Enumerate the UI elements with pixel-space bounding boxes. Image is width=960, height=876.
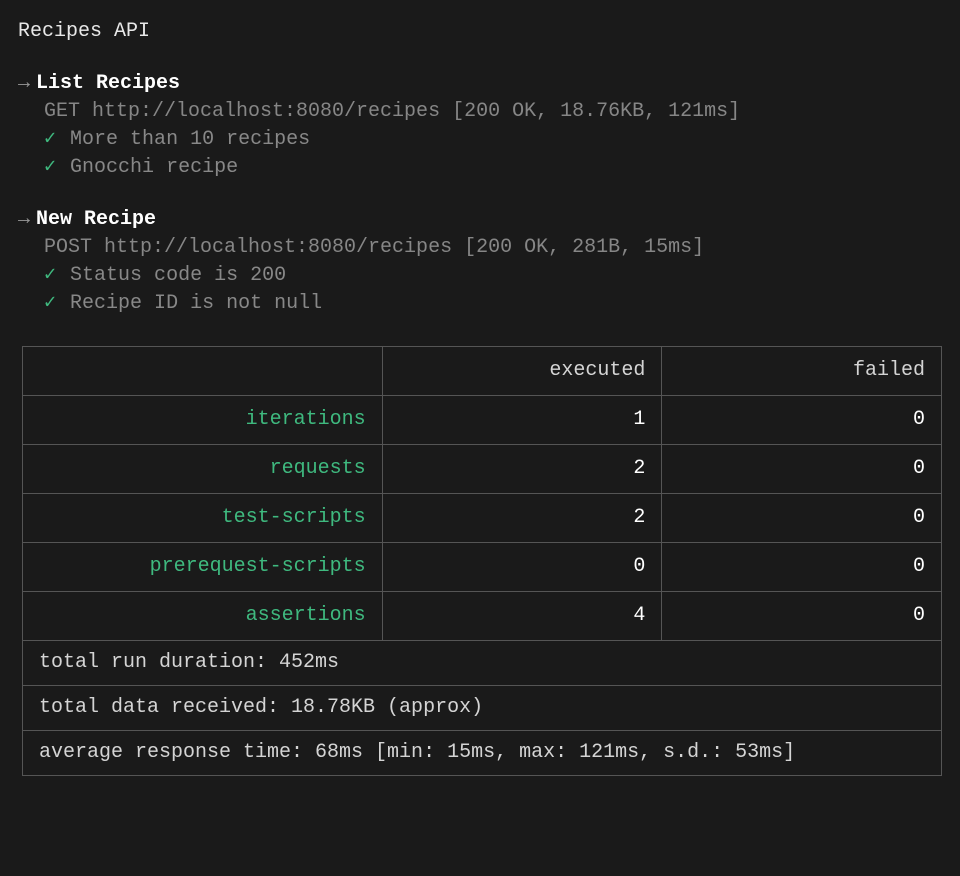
check-icon: ✓ (44, 128, 56, 151)
summary-row: iterations10 (23, 396, 942, 445)
assertion-text: Gnocchi recipe (70, 156, 238, 179)
arrow-icon: → (18, 206, 30, 234)
check-icon: ✓ (44, 292, 56, 315)
summary-footer-row: average response time: 68ms [min: 15ms, … (23, 731, 942, 776)
summary-footer-cell: average response time: 68ms [min: 15ms, … (23, 731, 942, 776)
assertion-text: Recipe ID is not null (70, 292, 322, 315)
request-title-line: →New Recipe (18, 206, 942, 234)
summary-footer-cell: total run duration: 452ms (23, 641, 942, 686)
metric-name: iterations (23, 396, 383, 445)
summary-row: assertions40 (23, 592, 942, 641)
metric-failed: 0 (662, 543, 942, 592)
summary-footer-row: total run duration: 452ms (23, 641, 942, 686)
assertion-text: Status code is 200 (70, 264, 286, 287)
summary-header-failed: failed (662, 347, 942, 396)
summary-row: prerequest-scripts00 (23, 543, 942, 592)
metric-executed: 2 (382, 494, 662, 543)
metric-failed: 0 (662, 494, 942, 543)
assertion-line: ✓ Recipe ID is not null (18, 290, 942, 318)
metric-failed: 0 (662, 445, 942, 494)
request-title-line: →List Recipes (18, 70, 942, 98)
metric-name: test-scripts (23, 494, 383, 543)
request-detail: GET http://localhost:8080/recipes [200 O… (18, 98, 942, 126)
summary-footer-row: total data received: 18.78KB (approx) (23, 686, 942, 731)
metric-executed: 1 (382, 396, 662, 445)
request-name: List Recipes (36, 70, 180, 98)
metric-failed: 0 (662, 592, 942, 641)
summary-header-blank (23, 347, 383, 396)
assertion-line: ✓ Status code is 200 (18, 262, 942, 290)
check-icon: ✓ (44, 264, 56, 287)
check-icon: ✓ (44, 156, 56, 179)
request-name: New Recipe (36, 206, 156, 234)
collection-name: Recipes API (18, 18, 942, 46)
summary-row: requests20 (23, 445, 942, 494)
request-block: →New RecipePOST http://localhost:8080/re… (18, 206, 942, 318)
metric-name: requests (23, 445, 383, 494)
metric-name: prerequest-scripts (23, 543, 383, 592)
summary-table: executed failed iterations10requests20te… (22, 346, 942, 776)
assertion-line: ✓ Gnocchi recipe (18, 154, 942, 182)
summary-header-executed: executed (382, 347, 662, 396)
metric-executed: 0 (382, 543, 662, 592)
metric-executed: 2 (382, 445, 662, 494)
arrow-icon: → (18, 70, 30, 98)
metric-failed: 0 (662, 396, 942, 445)
metric-executed: 4 (382, 592, 662, 641)
summary-row: test-scripts20 (23, 494, 942, 543)
requests-container: →List RecipesGET http://localhost:8080/r… (18, 70, 942, 318)
request-detail: POST http://localhost:8080/recipes [200 … (18, 234, 942, 262)
summary-header-row: executed failed (23, 347, 942, 396)
assertion-text: More than 10 recipes (70, 128, 310, 151)
summary-footer-cell: total data received: 18.78KB (approx) (23, 686, 942, 731)
request-block: →List RecipesGET http://localhost:8080/r… (18, 70, 942, 182)
assertion-line: ✓ More than 10 recipes (18, 126, 942, 154)
metric-name: assertions (23, 592, 383, 641)
